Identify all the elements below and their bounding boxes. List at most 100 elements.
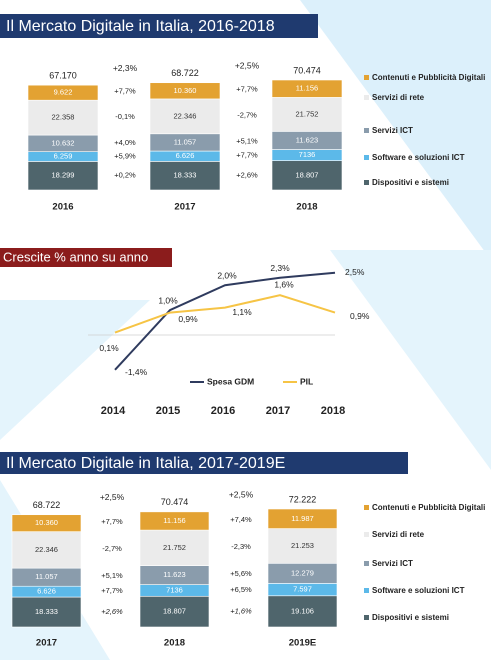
data-label: 11.156 [163, 516, 185, 525]
growth-label: +7,7% [101, 517, 123, 526]
data-label: 18.807 [296, 170, 319, 179]
bar-segment [271, 160, 343, 191]
x-tick-label: 2015 [156, 405, 180, 417]
growth-label: +2,5% [235, 60, 260, 70]
growth-label: +1,6% [230, 606, 252, 615]
data-label: 18.333 [35, 607, 58, 616]
chart-title: Il Mercato Digitale in Italia, 2016-2018 [6, 18, 275, 35]
growth-label: +4,0% [114, 138, 136, 147]
growth-label: -2,7% [237, 110, 257, 119]
bar-segment [271, 97, 343, 132]
legend-swatch [364, 615, 369, 620]
chart-title: Il Mercato Digitale in Italia, 2017-2019… [6, 455, 285, 472]
legend-label: Servizi ICT [372, 126, 413, 135]
growth-label: +2,5% [229, 489, 254, 499]
legend-label: Spesa GDM [207, 376, 254, 386]
x-tick-label: 2016 [52, 202, 73, 213]
data-label: -1,4% [125, 367, 148, 377]
bar-segment [27, 99, 99, 136]
legend-swatch [364, 128, 369, 133]
growth-label: +2,6% [101, 607, 123, 616]
data-label: 6.626 [37, 587, 56, 596]
x-tick-label: 2017 [36, 638, 57, 649]
bar-segment [139, 595, 210, 628]
data-label: 1,6% [274, 279, 294, 289]
growth-label: +2,3% [113, 63, 138, 73]
legend-swatch [364, 588, 369, 593]
legend-label: PIL [300, 376, 313, 386]
legend-swatch [364, 180, 369, 185]
data-label: 11.156 [296, 84, 318, 93]
legend-swatch [364, 75, 369, 80]
legend-label: Contenuti e Pubblicità Digitali [372, 503, 486, 512]
growth-label: +7,4% [230, 515, 252, 524]
legend-label: Dispositivi e sistemi [372, 178, 449, 187]
x-tick-label: 2014 [101, 405, 126, 417]
data-label: 21.752 [296, 109, 319, 118]
x-tick-label: 2017 [174, 202, 195, 213]
legend-swatch [364, 561, 369, 566]
line-series [114, 294, 336, 334]
title-bar [0, 248, 172, 267]
growth-label: +5,9% [114, 151, 136, 160]
growth-label: +7,7% [236, 85, 258, 94]
total-label: 72.222 [289, 494, 317, 504]
total-label: 67.170 [49, 71, 77, 81]
total-label: 68.722 [33, 500, 61, 510]
data-label: 6.259 [54, 152, 73, 161]
data-label: 0,9% [350, 311, 370, 321]
data-label: 0,1% [99, 343, 119, 353]
growth-label: +2,5% [100, 492, 125, 502]
data-label: 18.807 [163, 607, 186, 616]
total-label: 68.722 [171, 68, 199, 78]
legend-label: Servizi di rete [372, 530, 425, 539]
legend-label: Servizi di rete [372, 93, 425, 102]
line-series [114, 271, 336, 371]
growth-label: +5,6% [230, 569, 252, 578]
data-label: 2,0% [217, 270, 237, 280]
data-label: 7136 [299, 150, 316, 159]
data-label: 10.360 [174, 86, 197, 95]
growth-label: +7,7% [114, 87, 136, 96]
data-label: 6.626 [176, 151, 195, 160]
legend-swatch [364, 155, 369, 160]
data-label: 18.299 [52, 171, 75, 180]
title-bar [0, 452, 408, 474]
legend-label: Software e soluzioni ICT [372, 153, 465, 162]
bar-segment [149, 98, 221, 135]
data-label: 21.752 [163, 543, 186, 552]
bar-segment [11, 596, 82, 628]
title-bar [0, 14, 318, 38]
legend-label: Servizi ICT [372, 559, 413, 568]
legend-swatch [364, 532, 369, 537]
data-label: 11.623 [296, 135, 318, 144]
data-label: 2,5% [345, 267, 365, 277]
bar-segment [267, 528, 338, 564]
growth-label: +0,2% [114, 171, 136, 180]
total-label: 70.474 [161, 497, 189, 507]
x-tick-label: 2018 [321, 405, 345, 417]
data-label: 1,1% [232, 307, 252, 317]
growth-label: -2,3% [231, 542, 251, 551]
data-label: 0,9% [178, 314, 198, 324]
growth-label: +2,6% [236, 170, 258, 179]
data-label: 1,0% [158, 295, 178, 305]
x-tick-label: 2018 [296, 202, 317, 213]
data-label: 22.346 [35, 545, 58, 554]
bar-segment [271, 79, 343, 98]
growth-label: -2,7% [102, 544, 122, 553]
bar-segment [149, 161, 221, 191]
background-shape [300, 0, 491, 260]
bar-segment [267, 595, 338, 628]
data-label: 9.622 [54, 88, 73, 97]
data-label: 11.623 [163, 570, 185, 579]
growth-label: +5,1% [236, 136, 258, 145]
data-label: 7136 [166, 585, 183, 594]
legend-swatch [364, 95, 369, 100]
x-tick-label: 2019E [289, 638, 316, 649]
x-tick-label: 2017 [266, 405, 290, 417]
data-label: 12.279 [291, 568, 314, 577]
data-label: 18.333 [174, 171, 197, 180]
